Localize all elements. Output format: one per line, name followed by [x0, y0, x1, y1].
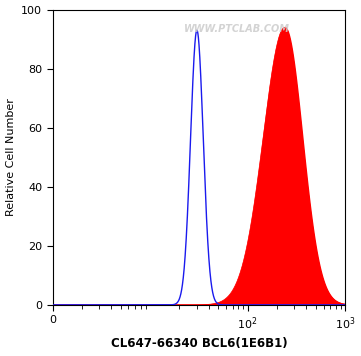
Text: WWW.PTCLAB.COM: WWW.PTCLAB.COM [184, 24, 290, 34]
X-axis label: CL647-66340 BCL6(1E6B1): CL647-66340 BCL6(1E6B1) [110, 337, 287, 350]
Y-axis label: Relative Cell Number: Relative Cell Number [5, 98, 16, 216]
